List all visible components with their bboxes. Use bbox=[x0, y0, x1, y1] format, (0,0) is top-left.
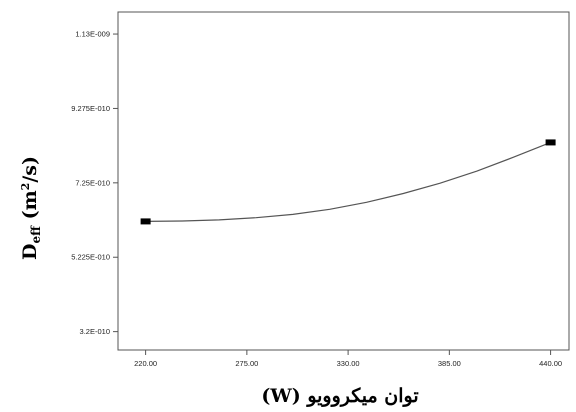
y-tick-label: 1.13E-009 bbox=[75, 30, 110, 39]
y-tick-label: 7.25E-010 bbox=[75, 178, 110, 187]
y-axis-title-unit: (m bbox=[19, 190, 41, 226]
x-tick-label: 330.00 bbox=[337, 359, 360, 368]
x-tick-label: 220.00 bbox=[134, 359, 157, 368]
x-tick-label: 440.00 bbox=[539, 359, 562, 368]
y-axis-title-unit-end: /s) bbox=[19, 156, 41, 183]
y-tick-label: 5.225E-010 bbox=[71, 253, 110, 262]
x-axis-title: (W) توان میکروویو bbox=[261, 385, 418, 407]
data-point-marker bbox=[545, 139, 556, 146]
y-tick-label: 3.2E-010 bbox=[80, 327, 110, 336]
y-axis-title: Deff (m2/s) bbox=[19, 156, 43, 260]
x-tick-label: 385.00 bbox=[438, 359, 461, 368]
x-axis-ticks: 220.00 275.00 330.00 385.00 440.00 bbox=[134, 350, 562, 368]
y-axis-ticks: 3.2E-010 5.225E-010 7.25E-010 9.275E-010 1.1… bbox=[71, 30, 118, 336]
data-point-marker bbox=[140, 218, 151, 225]
plot-area bbox=[117, 11, 570, 351]
y-axis-title-superscript: 2 bbox=[19, 183, 32, 191]
x-tick-label: 275.00 bbox=[235, 359, 258, 368]
y-axis-title-subscript: eff bbox=[29, 225, 43, 244]
data-markers bbox=[140, 139, 556, 225]
series-line bbox=[145, 141, 551, 222]
y-tick-label: 9.275E-010 bbox=[71, 104, 110, 113]
